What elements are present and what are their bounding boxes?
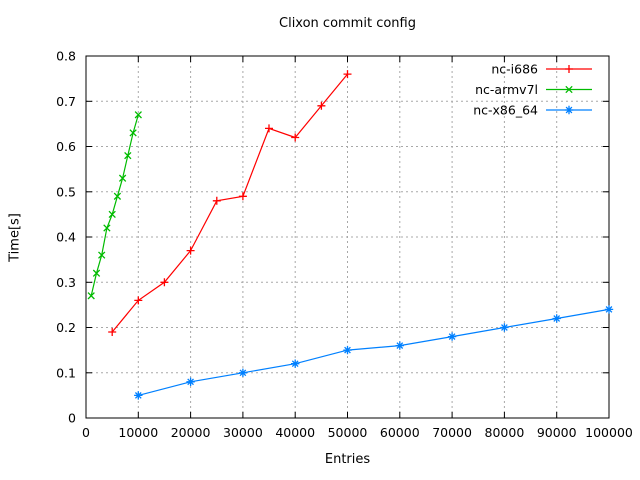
x-tick-label: 100000 [585,425,633,440]
y-tick-label: 0.4 [56,230,76,245]
y-tick-label: 0.3 [56,275,76,290]
x-tick-label: 10000 [118,425,158,440]
y-tick-label: 0.8 [56,49,76,64]
y-tick-label: 0 [68,411,76,426]
series-line-nc-x86_64 [138,308,610,396]
x-tick-label: 0 [82,425,90,440]
legend-marker-nc-i686 [565,65,573,73]
x-tick-label: 70000 [432,425,472,440]
x-tick-label: 20000 [171,425,211,440]
x-tick-label: 60000 [380,425,420,440]
x-axis-label: Entries [324,452,371,467]
y-tick-label: 0.5 [56,184,76,199]
x-tick-label: 40000 [275,425,315,440]
legend-label-nc-i686: nc-i686 [491,62,538,77]
x-tick-label: 30000 [223,425,263,440]
series-markers-nc-i686 [108,70,352,336]
y-tick-label: 0.6 [56,139,76,154]
x-tick-label: 50000 [328,425,368,440]
legend-label-nc-x86_64: nc-x86_64 [473,103,538,118]
x-tick-label: 80000 [485,425,525,440]
legend-label-nc-armv7l: nc-armv7l [475,82,538,97]
series-line-nc-i686 [111,73,348,333]
series-line-nc-armv7l [90,114,139,296]
series-markers-nc-x86_64 [134,305,614,400]
chart-title: Clixon commit config [279,16,416,31]
y-tick-label: 0.7 [56,94,76,109]
plot-border [85,55,610,419]
x-tick-label: 90000 [537,425,577,440]
legend-marker-nc-x86_64 [564,105,574,115]
y-tick-label: 0.2 [56,320,76,335]
y-tick-label: 0.1 [56,365,76,380]
legend-marker-nc-armv7l [565,85,573,94]
series-markers-nc-armv7l [87,111,142,300]
